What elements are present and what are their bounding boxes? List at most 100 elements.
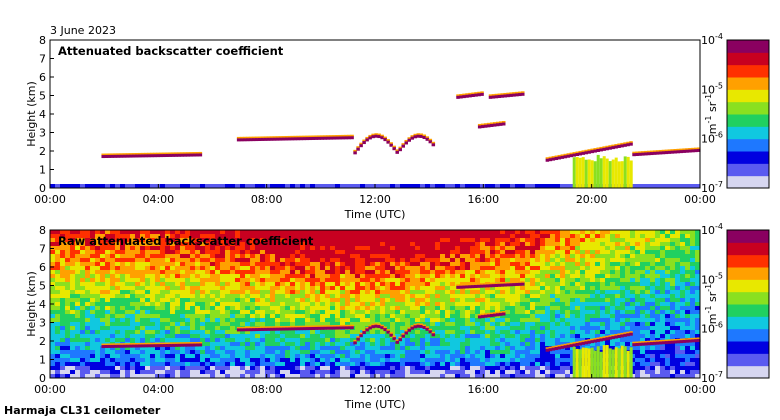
- heatmap-cell: [465, 274, 470, 278]
- heatmap-cell: [595, 242, 600, 246]
- heatmap-cell: [520, 290, 525, 294]
- heatmap-cell: [140, 302, 145, 306]
- heatmap-cell: [470, 374, 475, 378]
- heatmap-cell: [610, 270, 615, 274]
- heatmap-cell: [220, 346, 225, 350]
- heatmap-cell: [350, 322, 355, 326]
- heatmap-cell: [175, 230, 180, 234]
- heatmap-cell: [475, 230, 480, 234]
- heatmap-cell: [575, 302, 580, 306]
- heatmap-cell: [620, 286, 625, 290]
- heatmap-cell: [375, 354, 380, 358]
- heatmap-cell: [225, 242, 230, 246]
- heatmap-cell: [540, 338, 545, 342]
- heatmap-cell: [180, 278, 185, 282]
- heatmap-cell: [60, 330, 65, 334]
- heatmap-cell: [385, 374, 390, 378]
- heatmap-cell: [450, 342, 455, 346]
- heatmap-cell: [255, 258, 260, 262]
- heatmap-cell: [315, 242, 320, 246]
- heatmap-cell: [195, 274, 200, 278]
- heatmap-cell: [255, 250, 260, 254]
- heatmap-cell: [550, 330, 555, 334]
- heatmap-cell: [255, 310, 260, 314]
- heatmap-cell: [480, 250, 485, 254]
- heatmap-cell: [285, 322, 290, 326]
- heatmap-cell: [280, 266, 285, 270]
- heatmap-cell: [55, 362, 60, 366]
- heatmap-cell: [265, 278, 270, 282]
- heatmap-cell: [325, 306, 330, 310]
- heatmap-cell: [120, 278, 125, 282]
- heatmap-cell: [625, 262, 630, 266]
- heatmap-cell: [415, 310, 420, 314]
- heatmap-cell: [95, 246, 100, 250]
- heatmap-cell: [215, 274, 220, 278]
- heatmap-cell: [560, 270, 565, 274]
- heatmap-cell: [390, 330, 395, 334]
- heatmap-cell: [630, 230, 635, 234]
- heatmap-cell: [615, 342, 620, 346]
- heatmap-cell: [85, 250, 90, 254]
- heatmap-cell: [575, 258, 580, 262]
- heatmap-cell: [95, 286, 100, 290]
- heatmap-cell: [475, 250, 480, 254]
- precip-bar: [602, 156, 606, 188]
- heatmap-cell: [235, 338, 240, 342]
- heatmap-cell: [375, 234, 380, 238]
- heatmap-cell: [135, 346, 140, 350]
- cloud-core: [347, 136, 351, 140]
- heatmap-cell: [55, 290, 60, 294]
- heatmap-cell: [290, 234, 295, 238]
- heatmap-cell: [490, 290, 495, 294]
- heatmap-cell: [235, 350, 240, 354]
- heatmap-cell: [325, 270, 330, 274]
- heatmap-cell: [520, 270, 525, 274]
- heatmap-cell: [520, 342, 525, 346]
- heatmap-cell: [90, 298, 95, 302]
- heatmap-cell: [460, 326, 465, 330]
- heatmap-cell: [90, 374, 95, 378]
- heatmap-cell: [240, 302, 245, 306]
- heatmap-cell: [375, 334, 380, 338]
- heatmap-cell: [555, 334, 560, 338]
- cloud-core: [248, 138, 253, 142]
- heatmap-cell: [480, 302, 485, 306]
- heatmap-cell: [460, 230, 465, 234]
- heatmap-cell: [615, 290, 620, 294]
- heatmap-cell: [620, 274, 625, 278]
- heatmap-cell: [105, 246, 110, 250]
- heatmap-cell: [255, 334, 260, 338]
- heatmap-cell: [570, 294, 575, 298]
- heatmap-cell: [335, 230, 340, 234]
- cloud-edge: [575, 151, 580, 154]
- cloud-core: [587, 150, 591, 154]
- heatmap-cell: [240, 298, 245, 302]
- heatmap-cell: [620, 326, 625, 330]
- heatmap-cell: [55, 366, 60, 370]
- heatmap-cell: [340, 242, 345, 246]
- heatmap-cell: [105, 258, 110, 262]
- heatmap-cell: [220, 322, 225, 326]
- heatmap-cell: [330, 238, 335, 242]
- heatmap-cell: [160, 306, 165, 310]
- heatmap-cell: [625, 326, 630, 330]
- heatmap-cell: [565, 310, 570, 314]
- heatmap-cell: [190, 362, 195, 366]
- heatmap-cell: [50, 334, 55, 338]
- heatmap-cell: [245, 334, 250, 338]
- heatmap-cell: [360, 362, 365, 366]
- heatmap-cell: [425, 184, 430, 188]
- heatmap-cell: [195, 266, 200, 270]
- heatmap-cell: [120, 184, 125, 188]
- cloud-edge: [593, 148, 597, 151]
- precip-bar: [605, 158, 609, 188]
- heatmap-cell: [450, 250, 455, 254]
- heatmap-cell: [300, 346, 305, 350]
- heatmap-cell: [405, 334, 410, 338]
- heatmap-cell: [205, 342, 210, 346]
- heatmap-cell: [530, 266, 535, 270]
- heatmap-cell: [505, 314, 510, 318]
- heatmap-cell: [470, 274, 475, 278]
- heatmap-cell: [270, 370, 275, 374]
